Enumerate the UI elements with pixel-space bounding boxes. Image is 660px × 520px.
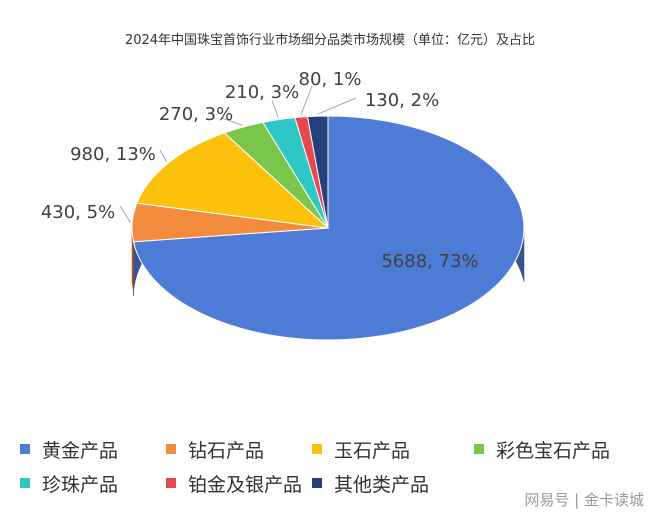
legend-item-5: 铂金及银产品 bbox=[166, 470, 312, 496]
leader-line-2 bbox=[159, 149, 168, 163]
data-label-6: 130, 2% bbox=[365, 90, 439, 111]
leader-line-4 bbox=[271, 99, 279, 118]
legend: 黄金产品 钻石产品 玉石产品 彩色宝石产品珍珠产品 铂金及银产品 其他类产品 bbox=[20, 436, 660, 496]
legend-item-3: 彩色宝石产品 bbox=[474, 436, 660, 462]
data-label-2: 980, 13% bbox=[70, 144, 156, 165]
legend-item-2: 玉石产品 bbox=[312, 436, 474, 462]
data-label-5: 80, 1% bbox=[299, 69, 362, 90]
legend-swatch bbox=[20, 444, 30, 454]
pie-slice-6 bbox=[306, 115, 329, 229]
leader-line-6 bbox=[317, 97, 357, 115]
label-leader-lines bbox=[119, 85, 357, 223]
pie-slice-0 bbox=[132, 115, 525, 341]
legend-swatch bbox=[166, 444, 176, 454]
legend-item-0: 黄金产品 bbox=[20, 436, 166, 462]
data-label-1: 430, 5% bbox=[41, 202, 115, 223]
legend-label: 其他类产品 bbox=[334, 473, 430, 496]
legend-label: 钻石产品 bbox=[188, 439, 265, 462]
legend-swatch bbox=[20, 478, 30, 488]
legend-swatch bbox=[474, 444, 484, 454]
chart-title: 2024年中国珠宝首饰行业市场细分品类市场规模（单位：亿元）及占比 bbox=[125, 32, 535, 48]
legend-label: 黄金产品 bbox=[42, 439, 119, 462]
pie-slice-2 bbox=[136, 132, 330, 229]
leader-line-1 bbox=[119, 205, 131, 223]
leader-line-3 bbox=[221, 117, 243, 126]
pie-top-faces bbox=[131, 115, 525, 341]
legend-label: 珍珠产品 bbox=[42, 473, 119, 496]
legend-item-4: 珍珠产品 bbox=[20, 470, 166, 496]
data-label-4: 210, 3% bbox=[225, 82, 299, 103]
legend-label: 彩色宝石产品 bbox=[496, 439, 611, 462]
legend-swatch bbox=[312, 478, 322, 488]
legend-item-1: 钻石产品 bbox=[166, 436, 312, 462]
watermark-text: 网易号 | 金卡读城 bbox=[524, 491, 644, 509]
legend-label: 玉石产品 bbox=[334, 439, 411, 462]
leader-line-5 bbox=[300, 85, 313, 116]
data-labels: 5688, 73% 430, 5% 980, 13%270, 3%210, 3%80… bbox=[41, 69, 479, 272]
legend-label: 铂金及银产品 bbox=[188, 473, 303, 496]
legend-item-6: 其他类产品 bbox=[312, 470, 474, 496]
legend-swatch bbox=[312, 444, 322, 454]
data-label-0: 5688, 73% bbox=[381, 251, 478, 272]
legend-swatch bbox=[166, 478, 176, 488]
data-label-3: 270, 3% bbox=[159, 104, 233, 125]
